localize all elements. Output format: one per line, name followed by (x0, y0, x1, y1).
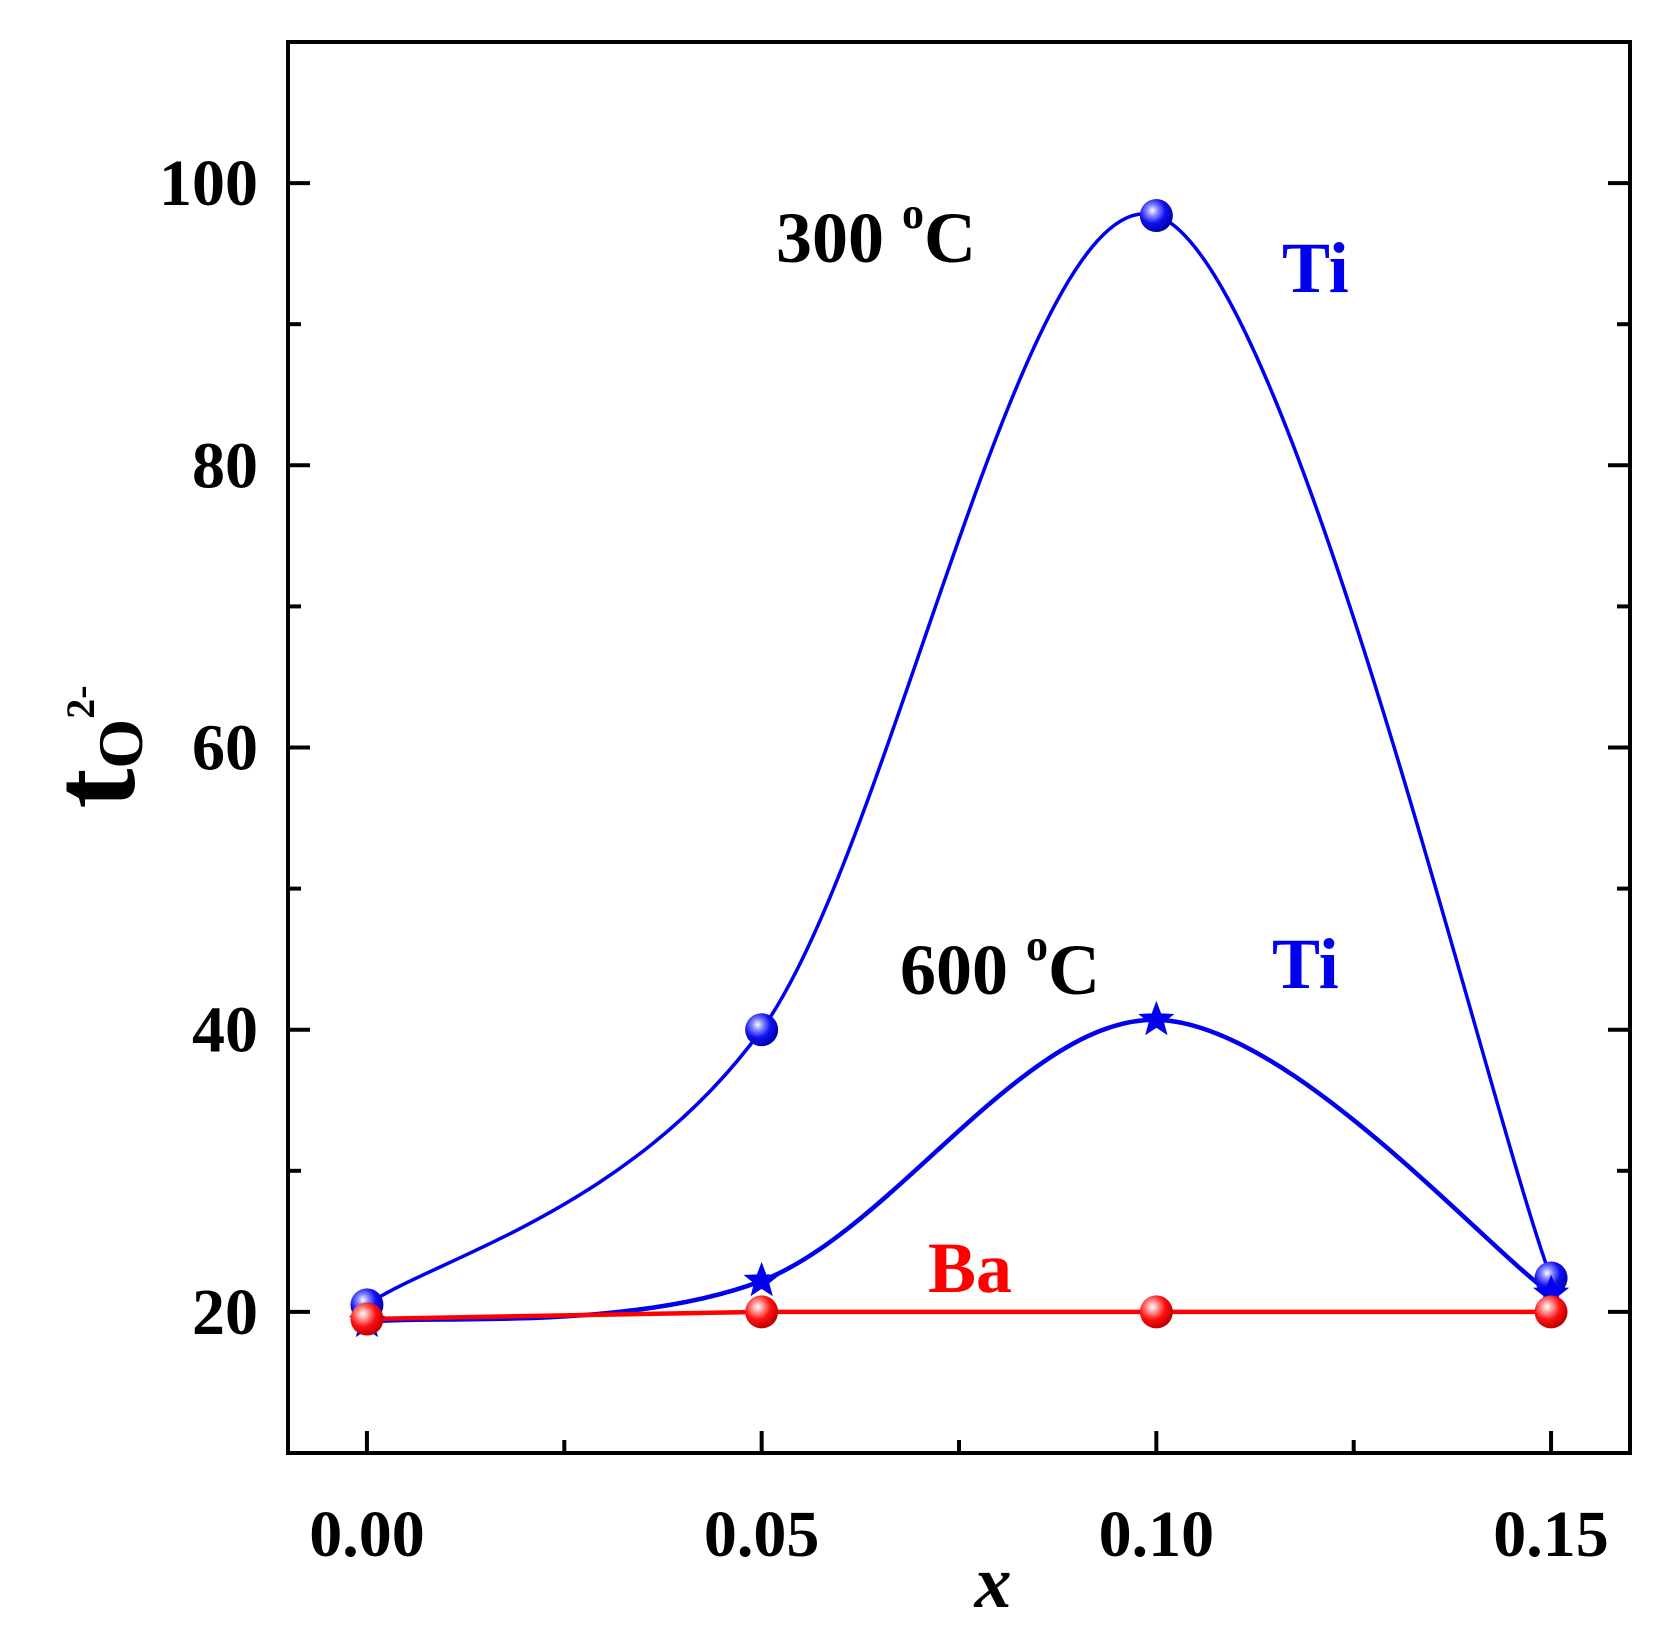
annot-600c: 600 oC (900, 921, 1100, 1010)
annot-ba: Ba (928, 1228, 1012, 1308)
y-axis-label-sup: 2- (58, 685, 103, 718)
series-layer (365, 211, 1553, 1325)
y-tick-label: 100 (159, 147, 258, 220)
annot-600c-unit: C (1048, 930, 1100, 1010)
x-tick-label: 0.00 (309, 1498, 425, 1571)
y-tick-label: 60 (192, 712, 258, 785)
annot-300c-num: 300 (776, 198, 902, 278)
label-layer: 0.00 0.05 0.10 0.15 20 40 60 80 100 (159, 147, 1609, 1571)
tick-layer (288, 181, 1630, 1453)
x-tick-label: 0.10 (1099, 1498, 1215, 1571)
y-tick-label: 20 (192, 1276, 258, 1349)
x-tick-label: 0.15 (1493, 1498, 1609, 1571)
series-1-marker (743, 1261, 780, 1297)
x-axis-label: x (974, 1542, 1012, 1624)
marker-layer (348, 199, 1570, 1338)
series-2-marker (1534, 1295, 1568, 1329)
y-axis-label-main: t (27, 769, 160, 809)
annot-300c-deg: o (902, 189, 924, 238)
y-axis-label: tO2- (27, 685, 160, 808)
x-tick-label: 0.05 (704, 1498, 820, 1571)
series-0-marker (1139, 199, 1173, 233)
annot-600c-deg: o (1026, 921, 1048, 970)
series-1-marker (1533, 1274, 1570, 1309)
series-0-line (365, 211, 1553, 1307)
y-tick-label: 40 (192, 994, 258, 1067)
series-1-marker (1138, 1000, 1175, 1036)
series-0-marker (745, 1013, 779, 1047)
annot-ti-300: Ti (1282, 228, 1349, 308)
annot-300c: 300 oC (776, 189, 976, 278)
annot-300c-unit: C (924, 198, 976, 278)
y-axis-label-sub: O (85, 719, 156, 769)
series-2-marker (1139, 1295, 1173, 1329)
series-2-line (366, 1309, 1552, 1322)
series-2-marker (745, 1295, 779, 1329)
annot-600c-num: 600 (900, 930, 1026, 1010)
y-tick-label: 80 (192, 429, 258, 502)
series-2-marker (350, 1302, 384, 1336)
annot-ti-600: Ti (1272, 924, 1339, 1004)
